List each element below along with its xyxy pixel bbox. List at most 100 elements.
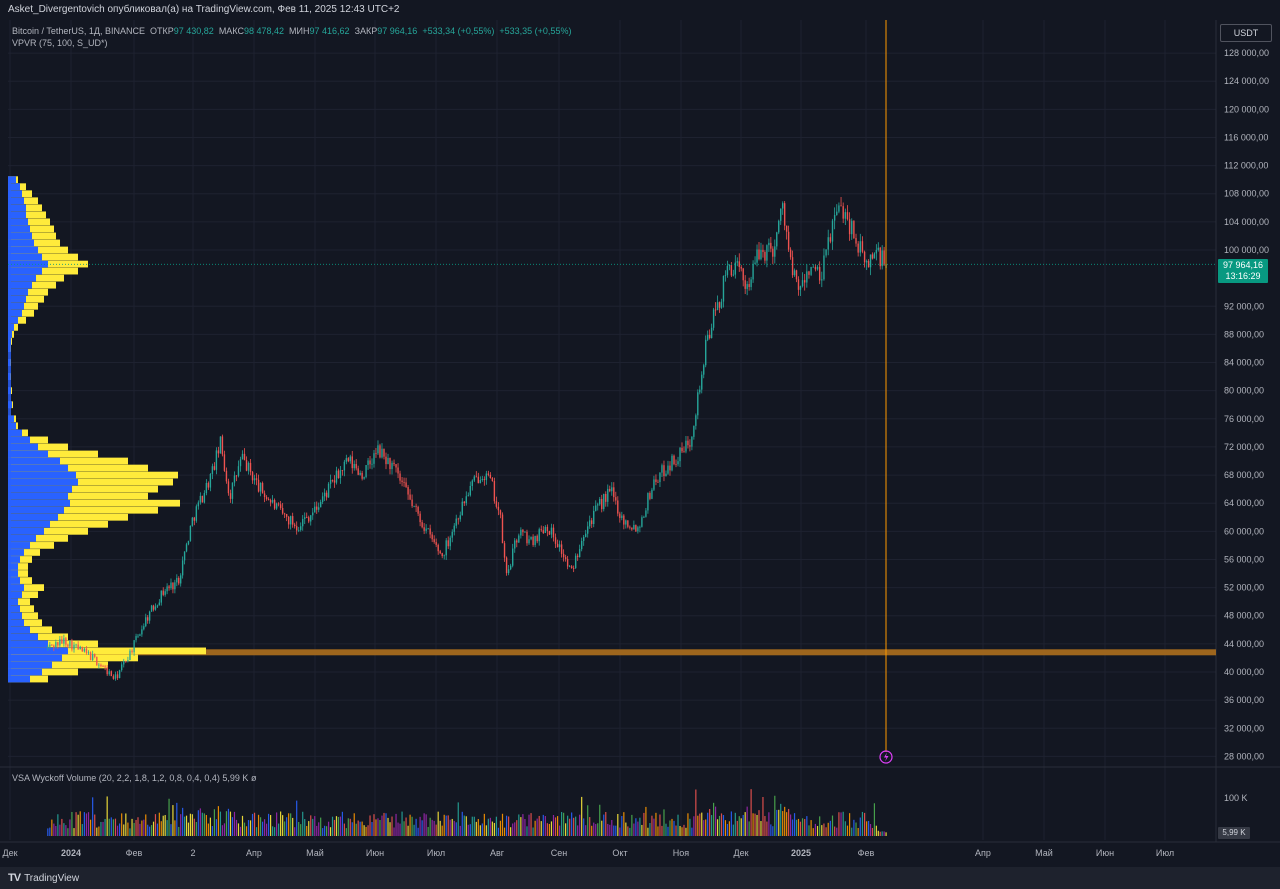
volume-bar	[867, 820, 870, 836]
volume-bar	[827, 822, 829, 836]
volume-bar	[838, 812, 840, 836]
volume-bar	[453, 820, 455, 836]
candle-body	[233, 475, 236, 483]
volume-bar	[102, 821, 104, 836]
candle-body	[145, 617, 147, 627]
candle-body	[623, 515, 625, 525]
candle-body	[859, 241, 861, 253]
volume-profile-bar-sell	[8, 506, 158, 514]
volume-bar	[61, 818, 63, 836]
volume-bar	[538, 815, 540, 836]
volume-bar	[774, 795, 776, 836]
volume-bar	[742, 814, 744, 836]
volume-bar	[877, 830, 879, 836]
volume-bar	[627, 826, 629, 836]
volume-bar	[296, 800, 298, 836]
candle-body	[361, 472, 363, 479]
candle-body	[540, 529, 542, 531]
volume-bar	[176, 802, 178, 836]
candle-body	[447, 540, 449, 547]
candle-body	[129, 650, 131, 661]
time-axis-label: 2	[190, 848, 195, 858]
volume-bar	[516, 820, 518, 836]
candle-body	[323, 492, 326, 497]
volume-bar	[625, 822, 627, 836]
volume-bar	[873, 803, 876, 836]
candle-body	[247, 462, 250, 471]
candle-body	[403, 481, 405, 483]
volume-profile-bar-buy	[8, 267, 42, 275]
candle-body	[377, 445, 379, 454]
candle-body	[661, 465, 663, 473]
volume-bar	[722, 815, 725, 836]
candle-body	[587, 526, 589, 534]
volume-profile-bar-sell	[8, 535, 68, 542]
candle-body	[716, 302, 719, 311]
volume-bar	[127, 822, 129, 836]
volume-bar	[359, 821, 361, 836]
candle-body	[853, 220, 855, 239]
volume-bar	[871, 827, 874, 836]
volume-bar	[112, 819, 114, 836]
vsa-label: VSA Wyckoff Volume (20, 2,2, 1,8, 1,2, 0…	[12, 773, 220, 783]
volume-bar	[251, 813, 254, 836]
candle-body	[112, 676, 115, 679]
candle-body	[649, 492, 651, 499]
currency-button[interactable]: USDT	[1220, 24, 1272, 42]
candle-body	[61, 639, 63, 644]
candle-body	[503, 543, 506, 558]
volume-bar	[445, 815, 447, 836]
volume-bar	[395, 813, 397, 836]
candle-body	[511, 548, 514, 566]
candle-body	[522, 529, 524, 533]
volume-bar	[294, 827, 296, 836]
volume-bar	[245, 826, 248, 836]
volume-bar	[272, 826, 274, 836]
volume-bar	[135, 819, 137, 836]
candle-body	[217, 450, 220, 454]
volume-bar	[699, 813, 701, 836]
candle-body	[152, 605, 155, 610]
volume-bar	[322, 828, 324, 836]
price-chart[interactable]: 128 000,00 124 000,00 120 000,00 116 000,00…	[0, 20, 1280, 867]
volume-bar	[182, 807, 184, 836]
volume-bar	[397, 822, 399, 836]
volume-bar	[844, 821, 846, 836]
candle-body	[814, 266, 817, 270]
candle-body	[227, 481, 230, 494]
volume-bar	[705, 819, 707, 836]
chart-area[interactable]: 128 000,00 124 000,00 120 000,00 116 000,00…	[0, 20, 1280, 867]
volume-bar	[585, 825, 587, 836]
volume-bar	[51, 819, 53, 836]
time-axis-label: Апр	[975, 848, 991, 858]
candle-body	[273, 499, 276, 509]
volume-bar	[381, 815, 383, 836]
volume-bar	[320, 817, 322, 836]
price-axis-label: 64 000,00	[1224, 498, 1264, 508]
publish-line: Asket_Divergentovich опубликовал(а) на T…	[8, 4, 400, 15]
eye-icon[interactable]: ø	[250, 773, 257, 783]
candle-body	[505, 557, 508, 574]
volume-bar	[347, 818, 349, 836]
volume-bar	[269, 815, 272, 836]
candle-body	[341, 470, 344, 472]
candle-body	[873, 253, 876, 259]
volume-profile-bar-sell	[8, 605, 34, 613]
volume-bar	[207, 823, 209, 836]
candle-body	[754, 262, 756, 264]
indicator-legend: VPVR (75, 100, S_UD*)	[12, 38, 108, 48]
candle-body	[131, 650, 133, 653]
volume-bar	[514, 822, 516, 836]
candle-body	[495, 501, 498, 507]
candle-body	[730, 265, 733, 276]
volume-bar	[197, 810, 199, 836]
volume-bar	[106, 796, 108, 836]
volume-bar	[734, 812, 736, 836]
volume-bar	[387, 817, 389, 836]
candle-body	[329, 480, 332, 484]
candle-body	[740, 266, 742, 269]
volume-bar	[724, 820, 727, 836]
price-axis-label: 80 000,00	[1224, 386, 1264, 396]
volume-bar	[730, 811, 732, 836]
volume-bar	[129, 828, 131, 836]
